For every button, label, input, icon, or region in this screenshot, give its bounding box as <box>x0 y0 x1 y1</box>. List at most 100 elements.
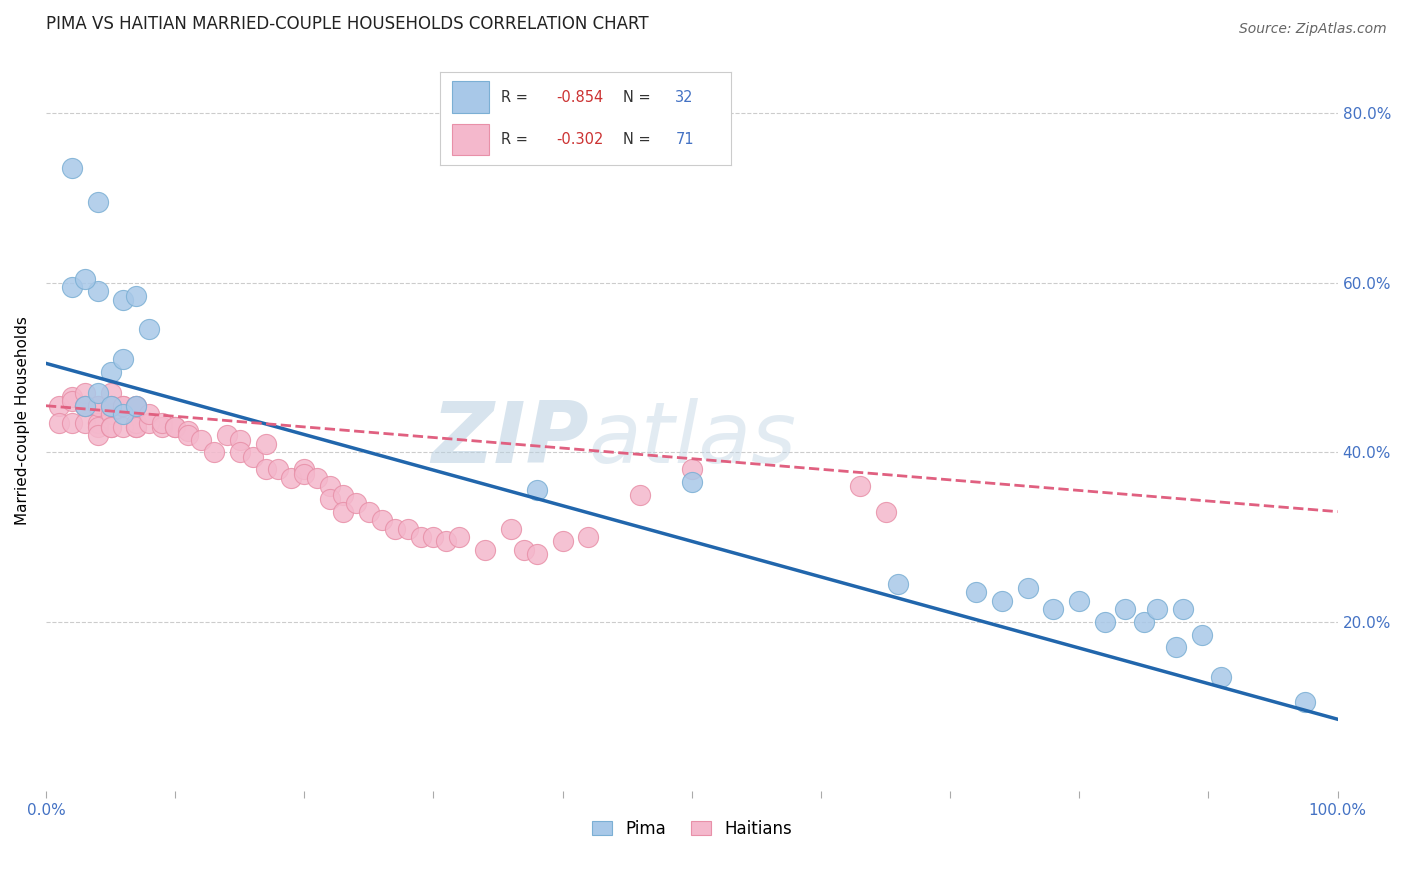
Text: PIMA VS HAITIAN MARRIED-COUPLE HOUSEHOLDS CORRELATION CHART: PIMA VS HAITIAN MARRIED-COUPLE HOUSEHOLD… <box>46 15 648 33</box>
Point <box>73 399 96 413</box>
Point <box>202 445 225 459</box>
Point <box>125 420 148 434</box>
Point <box>48 416 70 430</box>
Point <box>1294 695 1316 709</box>
Point <box>280 471 302 485</box>
Point <box>1094 615 1116 629</box>
Point <box>73 386 96 401</box>
Point <box>125 420 148 434</box>
Point <box>86 420 108 434</box>
Point <box>125 399 148 413</box>
Text: ZIP: ZIP <box>430 398 589 481</box>
Point <box>1017 581 1039 595</box>
Point <box>384 522 406 536</box>
Point <box>100 420 122 434</box>
Point <box>526 547 548 561</box>
Point <box>578 530 600 544</box>
Point <box>73 399 96 413</box>
Text: Source: ZipAtlas.com: Source: ZipAtlas.com <box>1239 22 1386 37</box>
Text: atlas: atlas <box>589 398 796 481</box>
Point <box>513 542 536 557</box>
Point <box>1042 602 1064 616</box>
Point <box>86 399 108 413</box>
Point <box>60 390 83 404</box>
Point <box>875 505 897 519</box>
Point <box>681 462 703 476</box>
Point <box>681 475 703 489</box>
Point <box>112 352 135 367</box>
Point <box>1114 602 1136 616</box>
Point <box>965 585 987 599</box>
Point <box>332 505 354 519</box>
Point <box>125 399 148 413</box>
Point <box>165 420 187 434</box>
Point <box>449 530 471 544</box>
Point <box>100 399 122 413</box>
Point <box>254 437 277 451</box>
Point <box>138 322 160 336</box>
Point <box>344 496 367 510</box>
Point <box>100 399 122 413</box>
Point <box>190 433 212 447</box>
Point <box>86 428 108 442</box>
Point <box>371 513 394 527</box>
Point <box>177 424 200 438</box>
Point <box>474 542 496 557</box>
Point <box>254 462 277 476</box>
Point <box>138 416 160 430</box>
Point <box>991 593 1014 607</box>
Point <box>100 407 122 421</box>
Point <box>112 399 135 413</box>
Point <box>150 420 173 434</box>
Point <box>86 195 108 210</box>
Point <box>1171 602 1194 616</box>
Point <box>1211 670 1233 684</box>
Point <box>526 483 548 498</box>
Point <box>1133 615 1156 629</box>
Point <box>112 399 135 413</box>
Point <box>60 394 83 409</box>
Point <box>332 488 354 502</box>
Point <box>292 467 315 481</box>
Point <box>100 386 122 401</box>
Point <box>60 161 83 176</box>
Point <box>551 534 574 549</box>
Point <box>86 386 108 401</box>
Point <box>499 522 522 536</box>
Point <box>319 479 342 493</box>
Point <box>357 505 380 519</box>
Point <box>112 407 135 421</box>
Point <box>112 293 135 307</box>
Point <box>112 420 135 434</box>
Point <box>1069 593 1091 607</box>
Point <box>125 399 148 413</box>
Point <box>434 534 457 549</box>
Point <box>177 428 200 442</box>
Point <box>73 399 96 413</box>
Point <box>319 491 342 506</box>
Point <box>1191 627 1213 641</box>
Legend: Pima, Haitians: Pima, Haitians <box>583 812 800 846</box>
Point <box>292 462 315 476</box>
Point <box>1166 640 1188 655</box>
Point <box>887 576 910 591</box>
Point <box>1146 602 1168 616</box>
Point <box>628 488 651 502</box>
Point <box>86 399 108 413</box>
Point <box>848 479 870 493</box>
Point <box>267 462 290 476</box>
Point <box>125 288 148 302</box>
Point <box>86 285 108 299</box>
Point <box>138 407 160 421</box>
Point <box>165 420 187 434</box>
Point <box>150 416 173 430</box>
Point <box>215 428 238 442</box>
Point <box>409 530 432 544</box>
Point <box>100 420 122 434</box>
Point <box>73 416 96 430</box>
Point <box>228 433 250 447</box>
Point <box>100 365 122 379</box>
Point <box>422 530 444 544</box>
Point <box>60 416 83 430</box>
Point <box>73 271 96 285</box>
